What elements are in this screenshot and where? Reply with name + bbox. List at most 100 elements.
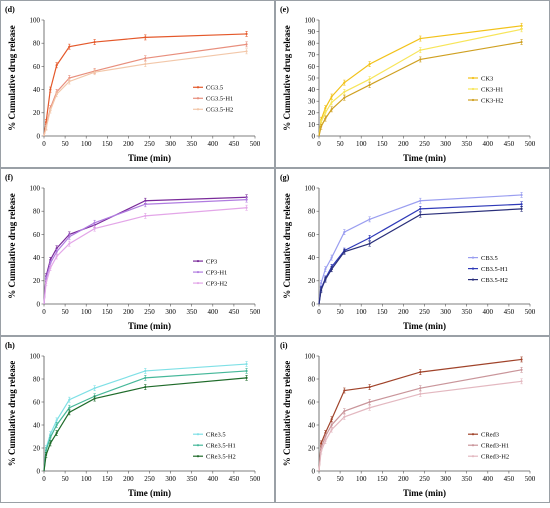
panel-1-x-tick-label: 250 (144, 140, 155, 148)
panel-2-data-point (343, 81, 346, 84)
panel-3-x-tick-label: 200 (123, 308, 134, 316)
panel-4-data-point (320, 282, 323, 285)
panel-1-y-tick-label: 100 (30, 16, 41, 24)
panel-3-data-point (49, 258, 52, 262)
panel-6-y-axis-title: % Cumulative drug release (282, 361, 292, 467)
panel-2-x-tick-label: 400 (483, 140, 494, 148)
panel-1-x-tick-label: 150 (102, 140, 113, 148)
panel-3-data-point (245, 198, 248, 201)
panel-3-y-tick-label: 20 (33, 277, 41, 285)
panel-6-data-point (324, 440, 327, 443)
panel-4-legend-marker (471, 278, 475, 281)
panel-4-legend-marker (471, 256, 475, 259)
panel-1-label: (d) (5, 5, 15, 14)
panel-6-data-point (368, 406, 371, 409)
panel-1-data-point (68, 76, 71, 80)
panel-2-data-point (520, 28, 523, 31)
panel-4-legend-marker (471, 267, 475, 270)
panel-4-data-point (343, 230, 346, 234)
panel-4-data-point (320, 288, 323, 292)
panel-4-data-point (419, 199, 422, 202)
panel-5-data-point (68, 411, 71, 414)
panel-1-x-tick-label: 0 (42, 140, 46, 148)
panel-5-x-tick-label: 400 (208, 475, 219, 483)
panel-1-x-tick-label: 200 (123, 140, 134, 148)
panel-6-x-tick-label: 500 (525, 475, 536, 483)
panel-1-y-axis-title: % Cumulative drug release (7, 25, 17, 131)
panel-5-x-tick-label: 150 (102, 475, 113, 483)
panel-6-data-point (520, 380, 523, 383)
panel-5-y-tick-label: 40 (33, 421, 41, 429)
panel-4-data-point (343, 250, 346, 253)
panel-5-series-line-3 (43, 377, 247, 472)
panel-6-data-point (419, 392, 422, 396)
panel-6-x-tick-label: 350 (461, 475, 472, 483)
panel-3-x-tick-label: 500 (250, 308, 261, 316)
panel-5-data-point (245, 376, 248, 379)
panel-4-data-point (520, 207, 523, 210)
panel-6-data-point (368, 400, 371, 404)
panel-5-y-tick-label: 100 (30, 352, 41, 360)
panel-5-x-tick-label: 100 (81, 475, 92, 483)
panel-5-data-point (144, 369, 147, 373)
panel-3-x-axis-title: Time (min) (128, 321, 171, 331)
panel-2-legend-label: CK3-H2 (481, 97, 503, 104)
panel-5-y-tick-label: 60 (33, 398, 41, 406)
panel-5-y-tick-label: 80 (33, 375, 41, 383)
panel-6-data-point (520, 358, 523, 361)
panel-2-data-point (320, 120, 323, 124)
panel-4-x-tick-label: 300 (440, 308, 451, 316)
panel-5-x-tick-label: 200 (123, 475, 134, 483)
panel-1-data-point (49, 109, 52, 112)
panel-1-x-tick-label: 100 (81, 140, 92, 148)
panel-1-frame (0, 0, 275, 168)
panel-2-y-axis-title: % Cumulative drug release (282, 25, 292, 131)
panel-3-frame (0, 168, 275, 336)
panel-4-data-point (419, 207, 422, 210)
panel-2-y-tick-label: 0 (312, 132, 316, 140)
panel-6-x-tick-label: 50 (337, 475, 345, 483)
panel-6-data-point (343, 389, 346, 392)
panel-5-data-point (245, 369, 248, 373)
panel-3-legend-label: CP3-H2 (206, 280, 227, 287)
panel-2-x-tick-label: 250 (419, 140, 430, 148)
panel-5-data-point (49, 442, 52, 445)
panel-2-data-point (343, 96, 346, 99)
panel-5-x-tick-label: 250 (144, 475, 155, 483)
panel-1-x-tick-label: 350 (186, 140, 197, 148)
panel-6-data-point (368, 385, 371, 389)
panel-2-x-tick-label: 150 (377, 140, 388, 148)
panel-4-x-tick-label: 100 (356, 308, 367, 316)
panel-2-data-point (324, 107, 327, 110)
panel-4-y-tick-label: 40 (308, 254, 316, 262)
panel-3-data-point (49, 262, 52, 265)
panel-6-legend-label: CRed3-H2 (481, 454, 509, 461)
panel-1-data-point (55, 64, 58, 67)
panel-1-data-point (93, 40, 96, 44)
panel-1-data-point (49, 88, 52, 91)
panel-2-data-point (419, 49, 422, 52)
panel-5-y-axis-title: % Cumulative drug release (7, 361, 17, 467)
panel-2-data-point (520, 40, 523, 44)
panel-3-legend-label: CP3-H1 (206, 269, 227, 276)
panel-5-x-axis-title: Time (min) (128, 488, 171, 498)
panel-4-y-axis-title: % Cumulative drug release (282, 193, 292, 299)
panel-5-data-point (49, 436, 52, 439)
panel-3-x-tick-label: 150 (102, 308, 113, 316)
panel-4-data-point (330, 268, 333, 271)
panel-2-data-point (320, 125, 323, 128)
panel-3-series-line-3 (43, 207, 247, 305)
panel-1-data-point (245, 43, 248, 46)
panel-5-label: (h) (5, 341, 15, 350)
panel-6-x-tick-label: 300 (440, 475, 451, 483)
panel-3-data-point (55, 250, 58, 253)
panel-2-x-tick-label: 50 (337, 140, 345, 148)
panel-3-x-tick-label: 250 (144, 308, 155, 316)
panel-3-y-tick-label: 60 (33, 231, 41, 239)
panel-4-x-tick-label: 450 (504, 308, 515, 316)
panel-4-data-point (368, 242, 371, 245)
panel-2-x-tick-label: 350 (461, 140, 472, 148)
panel-4-y-tick-label: 20 (308, 277, 316, 285)
panel-1-data-point (144, 57, 147, 60)
panel-1-legend-marker (196, 108, 200, 111)
